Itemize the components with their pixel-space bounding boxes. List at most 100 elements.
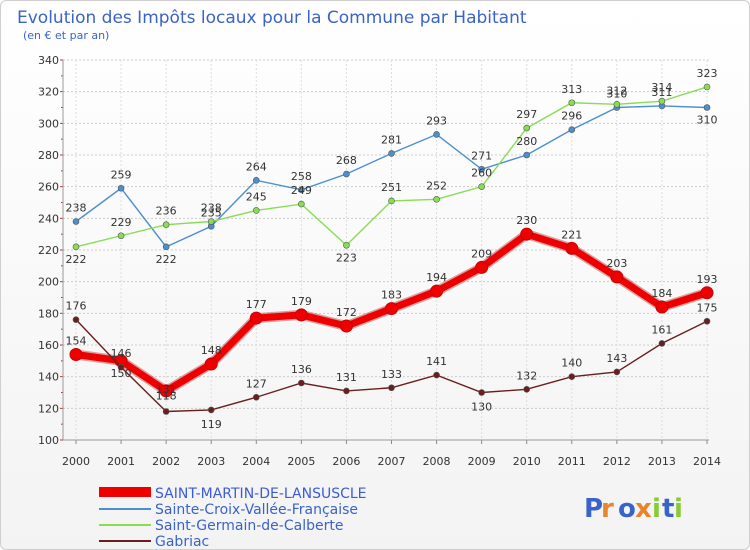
logo-letter: t: [662, 494, 674, 524]
data-label: 141: [426, 355, 447, 368]
legend-swatch: [99, 487, 151, 497]
data-label: 310: [697, 114, 718, 127]
x-tick-label: 2008: [423, 455, 451, 468]
data-label: 229: [111, 216, 132, 229]
data-point: [700, 286, 714, 300]
data-label: 161: [651, 323, 672, 336]
data-point: [385, 302, 398, 316]
data-label: 311: [651, 86, 672, 99]
data-point: [207, 218, 215, 225]
data-point: [568, 99, 576, 107]
data-label: 184: [651, 287, 672, 300]
data-point: [388, 197, 395, 205]
data-label: 148: [201, 344, 222, 357]
x-tick-label: 2001: [107, 455, 135, 468]
chart-title: Evolution des Impôts locaux pour la Comm…: [17, 8, 527, 28]
data-point: [703, 83, 711, 91]
x-tick-label: 2000: [62, 455, 90, 468]
x-tick-label: 2006: [332, 455, 360, 468]
data-label: 150: [111, 367, 132, 380]
data-point: [523, 151, 531, 159]
data-point: [568, 373, 576, 380]
data-label: 249: [291, 184, 312, 197]
y-tick-label: 320: [38, 86, 59, 99]
data-label: 264: [246, 160, 267, 173]
data-point: [523, 386, 531, 393]
data-label: 235: [201, 206, 222, 219]
data-point: [613, 101, 621, 108]
data-label: 296: [561, 110, 582, 123]
data-point: [72, 243, 80, 251]
y-tick-label: 140: [38, 371, 59, 384]
data-label: 297: [516, 108, 537, 121]
data-label: 312: [606, 84, 627, 97]
data-point: [433, 371, 440, 379]
data-label: 258: [291, 170, 312, 183]
data-point: [252, 393, 260, 401]
data-point: [568, 126, 576, 133]
y-tick-label: 120: [38, 402, 59, 415]
data-point: [298, 200, 305, 208]
data-point: [204, 357, 218, 371]
data-point: [117, 184, 125, 192]
data-point: [117, 363, 125, 371]
data-point: [655, 300, 669, 314]
data-label: 238: [201, 202, 222, 215]
grid-layer: [63, 59, 709, 441]
logo-letter: i: [674, 494, 683, 524]
data-point: [703, 104, 711, 111]
data-point: [388, 150, 395, 157]
data-point: [294, 308, 308, 322]
data-label: 236: [156, 205, 177, 218]
data-label: 194: [426, 271, 447, 284]
data-label: 293: [426, 114, 447, 127]
data-point: [565, 241, 579, 255]
series-layer: [69, 83, 714, 415]
data-label: 175: [697, 301, 718, 314]
x-tick-label: 2013: [648, 455, 676, 468]
data-label: 154: [66, 335, 87, 348]
data-point: [298, 379, 305, 387]
x-tick-label: 2014: [693, 455, 721, 468]
data-point: [72, 316, 80, 323]
data-point: [388, 384, 395, 392]
chart-subtitle: (en € et par an): [23, 29, 109, 42]
data-point: [252, 207, 260, 214]
x-tick-label: 2004: [242, 455, 270, 468]
data-point: [162, 243, 170, 251]
data-point: [430, 284, 444, 298]
y-tick-label: 340: [38, 54, 59, 67]
data-point: [658, 340, 666, 347]
data-point: [69, 348, 83, 361]
data-point: [433, 131, 440, 138]
data-label: 230: [516, 214, 537, 227]
data-point: [339, 319, 353, 333]
data-label: 132: [516, 369, 537, 382]
data-label: 251: [381, 181, 402, 194]
data-label: 280: [516, 135, 537, 148]
y-tick-label: 200: [38, 276, 59, 289]
legend-label: Sainte-Croix-Vallée-Française: [155, 502, 358, 518]
data-point: [298, 186, 305, 194]
data-label: 130: [471, 401, 492, 414]
data-point: [207, 406, 215, 414]
data-label: 136: [291, 363, 312, 376]
x-tick-label: 2007: [378, 455, 406, 468]
data-point: [117, 232, 125, 240]
data-point: [613, 368, 621, 376]
y-tick-label: 300: [38, 117, 59, 130]
data-point: [252, 177, 260, 184]
data-label: 323: [697, 67, 718, 80]
y-tick-label: 220: [38, 244, 59, 257]
proxiti-logo: Pr o x i t i: [584, 494, 683, 524]
data-point: [433, 196, 440, 203]
data-point: [343, 241, 350, 249]
data-label: 118: [156, 390, 177, 403]
data-point: [520, 227, 534, 241]
legend-label: Gabriac: [155, 534, 209, 549]
data-label: 259: [111, 168, 132, 181]
data-point: [343, 387, 350, 395]
y-tick-label: 240: [38, 212, 59, 225]
data-label: 203: [606, 257, 627, 270]
